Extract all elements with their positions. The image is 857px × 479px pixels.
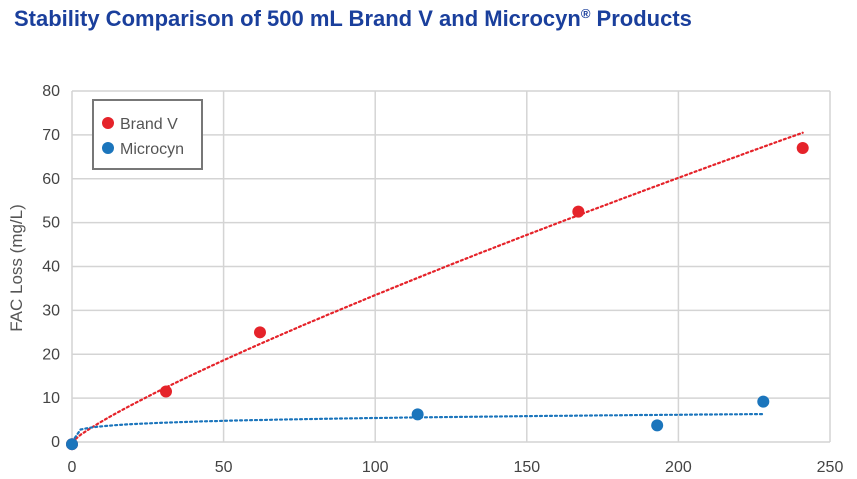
y-tick-label-80: 80 [42,83,60,100]
y-tick-label-30: 30 [42,302,60,319]
point-microcyn-3 [757,395,770,408]
legend-marker-1 [102,142,114,154]
y-tick-label-0: 0 [51,434,60,451]
y-tick-label-20: 20 [42,346,60,363]
point-brand-v-1 [159,385,172,398]
point-microcyn-1 [411,408,424,421]
x-tick-label-100: 100 [362,459,389,476]
legend: Brand V Microcyn [92,99,203,170]
point-brand-v-2 [253,326,266,339]
y-tick-label-50: 50 [42,215,60,232]
registered-mark: ® [580,6,591,21]
point-brand-v-3 [572,205,585,218]
x-tick-label-150: 150 [513,459,540,476]
x-tick-label-0: 0 [68,459,77,476]
legend-marker-0 [102,117,114,129]
x-tick-label-50: 50 [215,459,233,476]
legend-label-1: Microcyn [120,141,184,158]
y-tick-label-70: 70 [42,127,60,144]
trendline-0 [70,131,804,444]
y-tick-label-10: 10 [42,390,60,407]
tick-labels: 0 10 20 30 40 50 60 70 80 0 50 100 150 200 250 [42,83,843,476]
y-axis-label: FAC Loss (mg/L) [7,204,26,332]
point-brand-v-4 [796,142,809,155]
chart-title: Stability Comparison of 500 mL Brand V a… [14,6,692,32]
x-tick-label-200: 200 [665,459,692,476]
chart-title-main: Stability Comparison of 500 mL Brand V a… [14,6,581,31]
point-microcyn-0 [66,438,78,451]
data-points [66,142,809,451]
chart-title-tail: Products [590,6,692,31]
legend-box [92,99,203,170]
point-microcyn-2 [651,419,664,432]
y-tick-label-60: 60 [42,171,60,188]
x-tick-label-250: 250 [817,459,844,476]
y-tick-label-40: 40 [42,259,60,276]
legend-label-0: Brand V [120,116,178,133]
